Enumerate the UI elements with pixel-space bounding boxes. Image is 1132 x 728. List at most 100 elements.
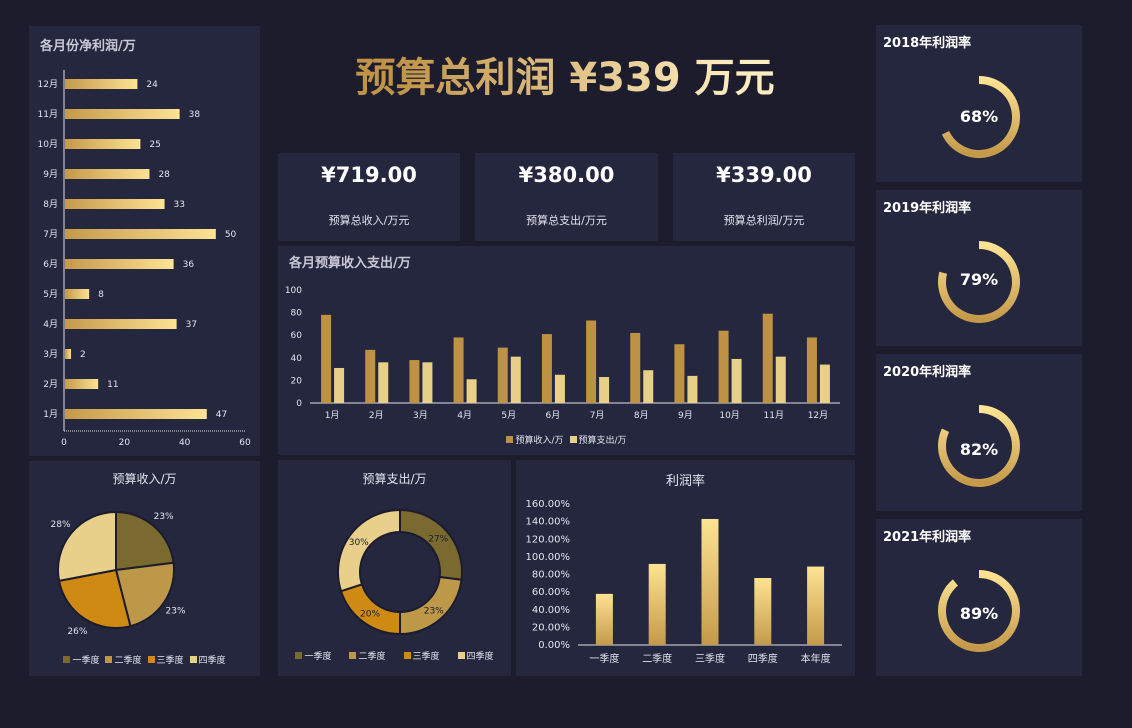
legend-item[interactable]: 四季度	[189, 653, 226, 666]
y-tick-label: 140.00%	[526, 517, 571, 528]
expense-donut-legend: 一季度 二季度 三季度 四季度	[278, 649, 511, 662]
y-tick-label: 100.00%	[526, 552, 571, 563]
y-tick-label: 60	[291, 331, 303, 341]
slice-label: 26%	[67, 627, 87, 637]
x-tick-label: 10月	[719, 410, 739, 421]
bar-value-label: 33	[174, 200, 185, 210]
bar-value-label: 2	[80, 350, 86, 360]
bar	[65, 229, 216, 239]
expense-bar	[334, 367, 345, 403]
y-tick-label: 10月	[38, 139, 58, 150]
slice-label: 20%	[360, 609, 380, 619]
income-bar	[409, 360, 420, 403]
kpi-expense-label: 预算总支出/万元	[526, 214, 607, 227]
pie-slice	[114, 561, 175, 628]
bar-value-label: 11	[107, 380, 118, 390]
gauge-title: 2019年利润率	[883, 201, 972, 216]
gauge-ring	[941, 76, 1020, 158]
legend-item[interactable]: 三季度	[147, 653, 184, 666]
gauge-ring	[938, 241, 1020, 323]
expense-bar	[378, 362, 389, 403]
income-bar	[762, 313, 773, 403]
gauge-value: 89%	[959, 604, 999, 623]
monthly-chart-legend: 预算收入/万 预算支出/万	[278, 433, 855, 446]
gauge-panel-2020: 2020年利润率 82%	[876, 354, 1082, 511]
legend-item[interactable]: 四季度	[457, 649, 494, 662]
income-bar	[497, 347, 508, 403]
legend-item[interactable]: 预算收入/万	[506, 433, 564, 446]
legend-swatch	[349, 652, 357, 659]
legend-item[interactable]: 三季度	[403, 649, 440, 662]
gauge-title: 2021年利润率	[883, 530, 972, 545]
income-bar	[365, 349, 376, 403]
legend-item[interactable]: 预算支出/万	[569, 433, 627, 446]
y-tick-label: 6月	[43, 259, 58, 270]
expense-bar	[731, 358, 742, 403]
expense-bar	[422, 362, 433, 403]
expense-bar	[687, 375, 698, 403]
y-tick-label: 1月	[43, 409, 58, 420]
legend-item[interactable]: 一季度	[295, 649, 331, 662]
bar-value-label: 28	[158, 170, 170, 180]
y-tick-label: 80	[291, 309, 303, 319]
kpi-card-income: ¥719.00 预算总收入/万元	[278, 153, 460, 241]
income-pie-title: 预算收入/万	[112, 472, 177, 486]
income-pie-legend: 一季度 二季度 三季度 四季度	[29, 653, 260, 666]
y-tick-label: 2月	[43, 379, 58, 390]
bar-value-label: 50	[225, 230, 237, 240]
x-tick-label: 3月	[413, 410, 428, 421]
margin-bar	[701, 518, 719, 645]
expense-bar	[599, 377, 610, 403]
legend-label: 预算收入/万	[515, 436, 564, 446]
y-tick-label: 11月	[38, 109, 58, 120]
legend-swatch	[147, 656, 155, 663]
gauge-arc	[938, 241, 1020, 323]
gauge-arc	[938, 570, 1020, 652]
expense-bar	[466, 379, 477, 403]
legend-swatch	[403, 652, 411, 659]
pie-slice	[57, 568, 132, 629]
slice-label: 30%	[349, 538, 369, 548]
income-bar	[541, 334, 552, 403]
bar	[65, 109, 180, 119]
legend-label: 四季度	[466, 652, 494, 662]
x-tick-label: 9月	[678, 410, 693, 421]
pie-slice	[399, 508, 463, 581]
income-bar	[586, 320, 597, 403]
expense-bar	[643, 370, 654, 403]
kpi-income-label: 预算总收入/万元	[328, 214, 410, 227]
net-profit-chart: 0 20 40 60 1月 47 2月 11 3月 2 4月 37 5月 8 6月 36 7月 50 8月 33 9月 2…	[38, 70, 251, 448]
gauge-arc	[938, 405, 1020, 487]
expense-bar	[775, 356, 786, 403]
y-tick-label: 0	[296, 399, 302, 409]
kpi-income-value: ¥719.00	[321, 163, 417, 187]
legend-label: 二季度	[358, 652, 386, 662]
dashboard-headline: 预算总利润 ¥339 万元	[270, 48, 860, 114]
bar	[65, 259, 174, 269]
legend-item[interactable]: 一季度	[63, 653, 99, 666]
kpi-expense-value: ¥380.00	[518, 163, 615, 187]
y-tick-label: 12月	[38, 79, 58, 90]
bar	[65, 79, 138, 89]
margin-bar	[754, 578, 772, 645]
legend-item[interactable]: 二季度	[105, 653, 142, 666]
bar-value-label: 25	[149, 140, 160, 150]
y-tick-label: 9月	[43, 169, 58, 180]
net-profit-title: 各月份净利润/万	[40, 39, 136, 54]
legend-item[interactable]: 二季度	[349, 649, 386, 662]
bar	[65, 169, 150, 179]
x-tick-label: 一季度	[589, 652, 619, 665]
x-tick-label: 2月	[369, 410, 384, 421]
bar	[65, 289, 90, 299]
expense-bar	[819, 364, 830, 403]
gauge-panel-2019: 2019年利润率 79%	[876, 190, 1082, 346]
income-bar	[718, 330, 729, 403]
monthly-chart-panel: 各月预算收入支出/万 0 20 40 60 80 100 1月 2月 3月 4月 5月 6月 7月 8月 9…	[278, 246, 855, 455]
bar	[65, 349, 72, 359]
y-tick-label: 7月	[43, 229, 58, 240]
y-tick-label: 40.00%	[532, 605, 570, 616]
y-tick-label: 40	[291, 354, 303, 364]
bar	[65, 409, 207, 419]
slice-label: 23%	[424, 606, 444, 616]
legend-swatch	[63, 656, 71, 663]
